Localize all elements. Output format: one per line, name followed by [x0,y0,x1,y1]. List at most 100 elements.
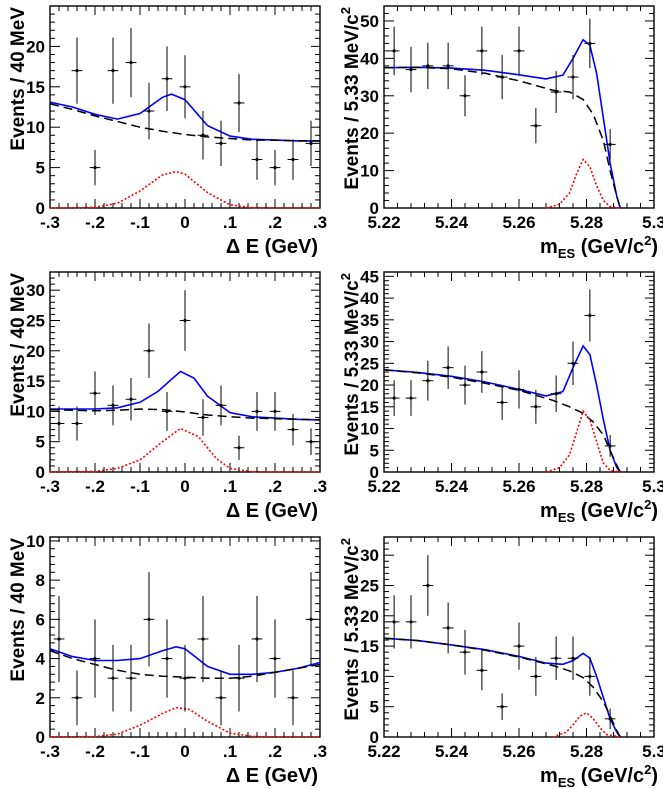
x-tick-label: -.2 [85,742,105,761]
data-point [269,149,281,186]
x-tick-label: 5.24 [435,477,469,496]
x-tick-label: 0 [180,213,189,232]
y-tick-label: 10 [360,667,379,686]
data-point [496,55,508,100]
y-tick-label: 20 [360,376,379,395]
data-point [269,619,281,698]
x-axis-title: Δ E (GeV) [226,236,318,258]
signal-curve [552,711,621,738]
y-tick-label: 15 [26,372,45,391]
background-curve [49,408,321,421]
data-point [442,42,454,90]
x-tick-label: .3 [313,213,327,232]
y-tick-label: 0 [36,463,45,482]
x-tick-label: 5.3 [642,477,663,496]
data-point [287,413,299,446]
x-tick-label: 5.3 [642,742,663,761]
y-tick-label: 40 [360,49,379,68]
y-tick-label: 30 [360,87,379,106]
data-point [269,392,281,431]
panel-mes-2: 0 5 10 15 20 25 30 35 40 45 5.22 5.24 5.26 5.28 5.3mES… [338,267,663,525]
y-tick-label: 30 [26,281,45,300]
data-point [422,555,434,616]
y-tick-label: 15 [26,78,45,97]
data-point [496,693,508,721]
background-curve [49,103,320,142]
y-axis-title: Events / 5.33 MeV/c2 [338,538,363,721]
x-tick-label: .2 [268,477,282,496]
data-point [476,650,488,691]
signal-curve [50,170,320,209]
y-tick-label: 0 [370,463,379,482]
x-tick-label: -.3 [40,742,60,761]
data-point [388,380,400,416]
y-tick-label: 20 [360,124,379,143]
data-point [567,341,579,386]
x-tick-label: .2 [268,213,282,232]
x-tick-label: -.3 [40,213,60,232]
y-tick-label: 45 [360,267,379,286]
data-point [405,46,417,93]
data-point [161,46,173,112]
y-tick-label: 2 [36,689,45,708]
x-tick-label: 5.22 [367,742,400,761]
data-point [107,385,119,426]
data-point [197,595,209,683]
data-point [89,149,101,186]
data-point [584,18,596,69]
data-point [143,572,155,667]
x-tick-label: -.1 [130,213,150,232]
data-point [107,644,119,712]
y-tick-label: 10 [26,402,45,421]
data-point [305,428,317,456]
data-point [53,406,65,441]
data-point [422,42,434,90]
data-point [233,644,245,712]
x-tick-label: .1 [223,742,237,761]
y-tick-label: 15 [360,398,379,417]
x-tick-label: .3 [313,477,327,496]
data-point [197,399,209,436]
y-tick-label: 40 [360,289,379,308]
data-point [442,602,454,654]
data-point [233,73,245,133]
x-tick-label: 5.22 [367,213,400,232]
data-point [567,55,579,100]
signal-curve [49,427,320,473]
y-tick-label: 20 [360,607,379,626]
y-tick-label: 8 [36,571,45,590]
y-tick-label: 5 [370,441,379,460]
y-tick-label: 25 [26,311,45,330]
x-axis-title: Δ E (GeV) [226,500,318,522]
data-point [71,406,83,441]
x-tick-label: -.2 [85,213,105,232]
data-point [125,27,137,98]
x-axis-title: mES (GeV/c2) [540,497,658,525]
y-tick-label: 25 [360,576,379,595]
y-tick-label: 20 [26,37,45,56]
data-point [550,71,562,113]
data-point [496,385,508,420]
data-point [476,26,488,76]
y-axis-title: Events / 40 MeV [8,273,29,417]
data-point [405,380,417,416]
x-tick-label: 5.3 [642,213,663,232]
x-tick-label: 5.28 [570,477,603,496]
data-point [287,139,299,180]
data-point [233,435,245,460]
data-point [161,392,173,431]
y-tick-label: 10 [26,532,45,551]
y-tick-label: 10 [360,162,379,181]
data-point [459,75,471,117]
x-tick-label: .2 [268,742,282,761]
data-point [305,120,317,166]
data-point [251,595,263,683]
y-tick-label: 10 [360,420,379,439]
data-point [530,389,542,424]
data-point [179,290,191,351]
x-axis-title: mES (GeV/c2) [540,233,658,261]
y-tick-label: 5 [36,433,45,452]
x-tick-label: .1 [223,477,237,496]
signal-curve [545,157,621,209]
